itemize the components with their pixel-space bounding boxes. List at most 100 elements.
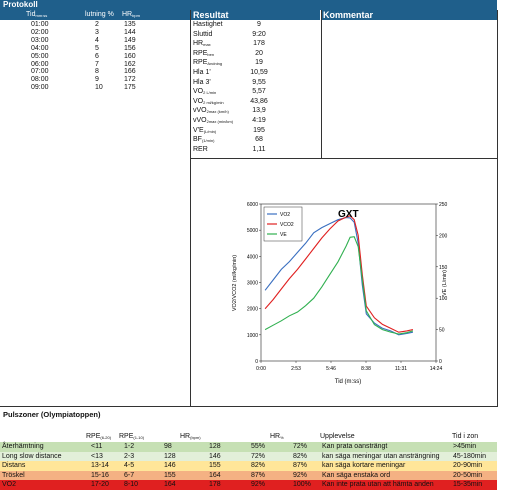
zone-hr-hi: 146 xyxy=(209,452,221,460)
y-axis-label: VO2/VCO2 (ml/kg/min) xyxy=(232,255,238,311)
x-tick-label: 8:38 xyxy=(361,366,371,372)
zone-pct-lo: 72% xyxy=(251,452,266,460)
protokoll-title: Protokoll xyxy=(3,0,38,9)
resultat-label-text: Hla 1' xyxy=(193,69,211,76)
resultat-row: BF(1/min) 68 xyxy=(191,136,321,147)
zone-pct-lo: 55% xyxy=(251,443,266,450)
y-tick-label: 6000 xyxy=(247,202,258,208)
y-tick-label: 2000 xyxy=(247,307,258,313)
zone-upplevelse: kan säga kortare meningar xyxy=(322,462,406,470)
resultat-label-sub: 2 ml/kg/min xyxy=(203,99,224,105)
incline-cell: 5 xyxy=(95,44,99,52)
resultat-label-sub: (L/min) xyxy=(203,128,217,134)
incline-cell: 10 xyxy=(95,84,103,92)
zone-hr-hi: 164 xyxy=(209,471,221,479)
zone-pct-lo: 82% xyxy=(251,462,266,470)
y-tick-label: 4000 xyxy=(247,254,258,260)
resultat-row: Hastighet 9 xyxy=(191,21,321,32)
zone-row: Återhämtning <11 1-2 98 128 55% 72% Kan prata o… xyxy=(0,442,497,452)
y2-axis-label: VE (L/min) xyxy=(442,270,448,296)
resultat-label: RPEben xyxy=(193,50,214,57)
resultat-label-text: VO xyxy=(193,97,204,105)
zone-name: Long slow distance xyxy=(2,452,62,460)
y2-tick-label: 100 xyxy=(439,296,448,302)
resultat-label: Hla 1' xyxy=(193,69,211,76)
x-tick-label: 5:46 xyxy=(326,366,336,372)
hr-cell: 166 xyxy=(124,68,136,76)
hr-cell: 162 xyxy=(124,60,136,68)
resultat-row: VO2 ml/kg/min 43,86 xyxy=(191,98,321,109)
resultat-label: HRmax xyxy=(193,40,211,47)
resultat-label: RER xyxy=(193,146,208,153)
resultat-value: 10,59 xyxy=(250,69,268,76)
resultat-label: RPEAndning xyxy=(193,59,222,66)
zone-name: Distans xyxy=(2,462,26,470)
zone-tid: >45min xyxy=(453,443,477,450)
legend-label: VE xyxy=(280,232,287,238)
zone-pct-hi: 92% xyxy=(293,471,308,479)
legend-label: VO2 xyxy=(280,212,290,218)
x-tick-label: 14:24 xyxy=(430,366,443,372)
resultat-label-text: RER xyxy=(193,145,208,153)
zone-rpe-b: 8-10 xyxy=(124,481,139,489)
resultat-value: 43,86 xyxy=(250,97,268,105)
protokoll-row: 05:00 6 160 xyxy=(0,53,190,63)
col-incline-header: lutning % xyxy=(85,11,114,18)
resultat-value: 1,11 xyxy=(252,145,266,153)
series-line-vo2 xyxy=(264,217,414,336)
resultat-title: Resultat xyxy=(193,10,229,20)
protokoll-header xyxy=(0,10,190,20)
y2-tick-label: 150 xyxy=(439,265,448,271)
protokoll-row: 07:00 8 166 xyxy=(0,68,190,78)
zone-row: Long slow distance <13 2-3 128 146 72% 82% kan … xyxy=(0,451,497,462)
resultat-label-sub: 2max (min/km) xyxy=(206,119,234,124)
resultat-label-text: Sluttid xyxy=(193,30,213,38)
zone-pct-hi: 82% xyxy=(293,452,308,460)
time-cell: 08:00 xyxy=(31,76,49,84)
resultat-label: BF(1/min) xyxy=(193,136,214,143)
time-cell: 05:00 xyxy=(31,52,49,60)
resultat-label-text: HR xyxy=(193,40,204,48)
resultat-value: 178 xyxy=(253,40,265,48)
resultat-row: vVO2max (min/km) 4:19 xyxy=(191,117,321,128)
resultat-label: Hla 3' xyxy=(193,79,211,86)
resultat-label: VO2 ml/kg/min xyxy=(193,98,224,105)
x-tick-label: 2:53 xyxy=(291,366,301,372)
x-tick-label: 11:31 xyxy=(395,366,407,372)
protokoll-row: 09:00 10 175 xyxy=(0,84,190,94)
resultat-row: HRmax 178 xyxy=(191,40,321,51)
resultat-value: 68 xyxy=(255,136,263,144)
resultat-value: 9,55 xyxy=(252,78,266,86)
divider xyxy=(190,158,498,159)
series-line-vco2 xyxy=(264,215,414,333)
protokoll-row: 02:00 3 144 xyxy=(0,29,190,39)
zone-name: Tröskel xyxy=(2,471,25,479)
resultat-label: Hastighet xyxy=(193,21,223,28)
incline-cell: 9 xyxy=(95,76,99,84)
chart-title: GXT xyxy=(338,209,359,220)
zone-rpe-a: <13 xyxy=(91,452,103,460)
resultat-label-sub: ben xyxy=(207,51,215,57)
resultat-value: 9 xyxy=(257,21,261,28)
zone-header-rpe-b: RPE(1-10) xyxy=(119,433,145,440)
resultat-value: 19 xyxy=(255,59,263,67)
zone-tid: 45-180min xyxy=(453,452,487,460)
resultat-label: Sluttid xyxy=(193,31,212,38)
y-tick-label: 0 xyxy=(255,359,258,365)
resultat-row: V'E(L/min) 195 xyxy=(191,127,321,138)
col-hr-header: HRbpm xyxy=(122,11,140,18)
zone-header-tid: Tid i zon xyxy=(452,433,479,440)
resultat-label-text: RPE xyxy=(193,59,208,67)
resultat-value: 195 xyxy=(253,126,265,134)
zone-pct-hi: 87% xyxy=(293,462,308,470)
resultat-label: VO2 L/min xyxy=(193,88,216,95)
resultat-row: RPEben 20 xyxy=(191,50,321,61)
hr-cell: 149 xyxy=(124,36,136,44)
hr-cell: 172 xyxy=(124,76,136,84)
y2-tick-label: 50 xyxy=(439,328,445,334)
pulszoner-title: Pulszoner (Olympiatoppen) xyxy=(3,410,101,419)
col-time-header: Tidmm:ss xyxy=(26,11,48,18)
zone-rpe-a: 13-14 xyxy=(91,462,109,470)
zone-hr-lo: 155 xyxy=(164,471,176,479)
zone-row: Tröskel 15-16 6-7 155 164 87% 92% Kan säga enst… xyxy=(0,470,497,481)
